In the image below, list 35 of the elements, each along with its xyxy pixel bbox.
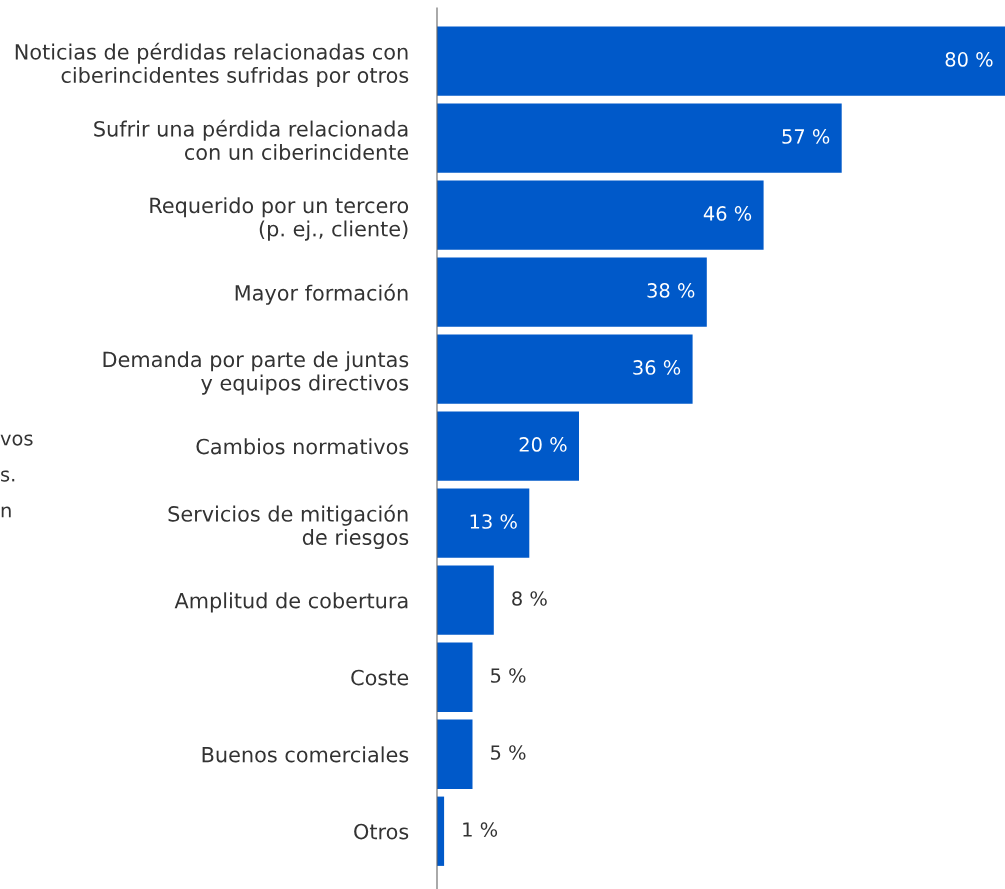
- y-tick-label: Cambios normativos: [196, 438, 409, 455]
- text: s.: [1, 470, 15, 482]
- y-tick-label: Otros: [354, 823, 409, 840]
- bar: [437, 411, 579, 481]
- y-tick-label: Demanda por parte de juntas y equipos directivos: [103, 351, 409, 395]
- data-label: 46 %: [703, 206, 752, 221]
- data-label: 5 %: [491, 668, 526, 683]
- bar: [437, 103, 842, 173]
- data-label: 57 %: [782, 129, 830, 144]
- y-tick-label: Buenos comerciales: [202, 746, 409, 763]
- data-label: 5 %: [491, 745, 526, 760]
- y-tick-label: Noticias de pérdidas relacionadas con ciberincidentes sufridas por otros: [15, 42, 409, 88]
- bar: [437, 180, 764, 250]
- bar: [437, 488, 530, 558]
- data-label: 36 %: [633, 360, 681, 375]
- text: vos: [0, 434, 33, 446]
- bar: [437, 334, 693, 404]
- y-tick-label: Servicios de mitigación de riesgos: [168, 504, 409, 550]
- data-label: 1 %: [463, 822, 498, 837]
- y-tick-label: Requerido por un tercero (p. ej., cliente): [150, 197, 409, 241]
- y-tick-label: Mayor formación: [235, 283, 408, 305]
- data-label: 20 %: [519, 437, 567, 452]
- bar: [437, 565, 494, 635]
- y-tick-label: Coste: [351, 669, 409, 686]
- y-tick-label: Sufrir una pérdida relacionada con un ciberincidente: [94, 119, 409, 161]
- bar: [437, 257, 707, 327]
- data-label: 80 %: [945, 52, 993, 67]
- bar: [437, 26, 1005, 96]
- bar: [437, 642, 473, 712]
- data-label: 13 %: [470, 514, 517, 529]
- data-label: 8 %: [512, 591, 547, 606]
- data-label: 38 %: [647, 283, 695, 298]
- y-tick-label: Amplitud de cobertura: [174, 592, 408, 613]
- text: n: [1, 506, 11, 518]
- bar: [437, 719, 473, 789]
